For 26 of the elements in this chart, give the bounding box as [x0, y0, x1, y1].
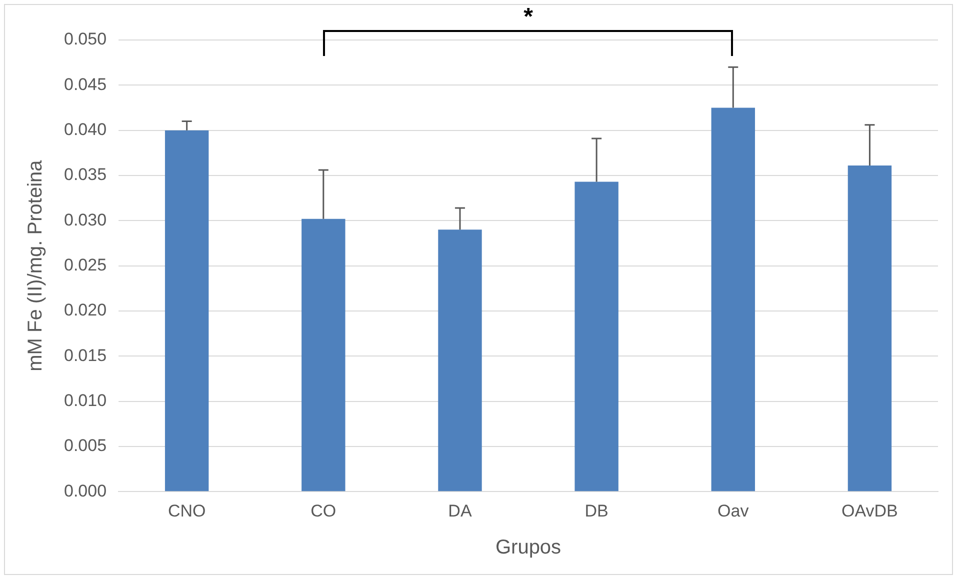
bar [438, 230, 482, 492]
x-tick-label: CNO [168, 501, 206, 520]
y-tick-label: 0.030 [64, 210, 107, 230]
text: * [524, 4, 534, 31]
y-tick-label: 0.020 [64, 300, 107, 320]
bar [711, 108, 755, 492]
bar [848, 166, 892, 492]
y-tick-label: 0.050 [64, 30, 107, 49]
y-tick-label: 0.035 [64, 165, 107, 184]
bar [164, 130, 209, 492]
x-axis-title: Grupos [495, 536, 562, 559]
y-tick-label: 0.045 [64, 74, 107, 94]
x-tick-label: CO [310, 501, 336, 520]
x-tick-label: DA [448, 501, 472, 520]
bar [574, 182, 618, 492]
bar [302, 218, 346, 492]
y-axis-title: mM Fe (II)/mg. Proteina [24, 159, 47, 372]
x-tick-label: Oav [718, 501, 750, 520]
y-tick-label: 0.005 [64, 436, 107, 456]
x-tick-label: OAvDB [842, 501, 898, 520]
y-tick-label: 0.040 [64, 120, 107, 140]
y-tick-label: 0.025 [64, 255, 107, 274]
y-tick-label: 0.000 [64, 481, 107, 500]
x-tick-label: DB [584, 501, 608, 520]
y-tick-label: 0.010 [64, 390, 107, 410]
y-tick-label: 0.015 [64, 346, 107, 365]
